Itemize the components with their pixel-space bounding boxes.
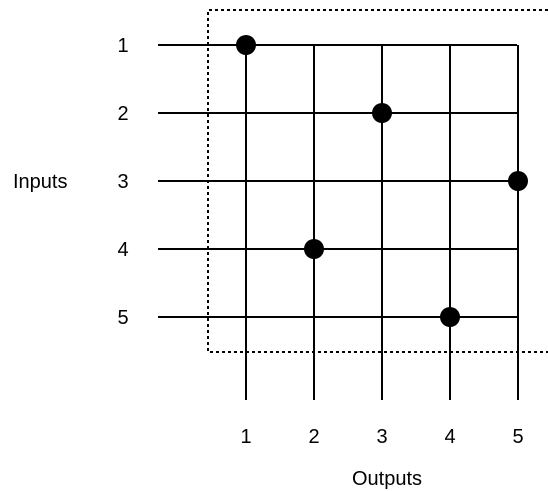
input-label-1: 1 (117, 35, 128, 57)
crosspoint-dot-in4-out2 (304, 239, 324, 259)
output-label-3: 3 (376, 426, 387, 448)
crosspoint-dots (236, 35, 528, 327)
outputs-axis-label: Outputs (352, 468, 422, 490)
crosspoint-dot-in1-out1 (236, 35, 256, 55)
crossbar-grid (158, 44, 519, 400)
output-labels: 1 2 3 4 5 (240, 426, 523, 448)
crosspoint-dot-in3-out5 (508, 171, 528, 191)
output-label-1: 1 (240, 426, 251, 448)
output-label-5: 5 (512, 426, 523, 448)
input-labels: 1 2 3 4 5 (117, 35, 128, 329)
crosspoint-dot-in5-out4 (440, 307, 460, 327)
input-label-2: 2 (117, 103, 128, 125)
input-label-4: 4 (117, 239, 128, 261)
output-label-2: 2 (308, 426, 319, 448)
crosspoint-dot-in2-out3 (372, 103, 392, 123)
input-label-3: 3 (117, 171, 128, 193)
output-label-4: 4 (444, 426, 455, 448)
inputs-axis-label: Inputs (13, 171, 67, 193)
input-label-5: 5 (117, 307, 128, 329)
